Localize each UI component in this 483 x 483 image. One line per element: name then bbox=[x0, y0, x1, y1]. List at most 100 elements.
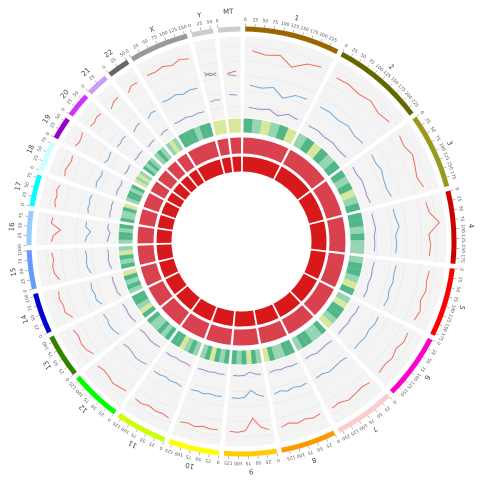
track-guide bbox=[81, 281, 93, 313]
heatmap-cell bbox=[223, 349, 231, 364]
tick-label: 25 bbox=[58, 367, 66, 375]
heatmap-cell bbox=[123, 272, 139, 281]
tick-label: 100 bbox=[459, 224, 465, 233]
track-line bbox=[147, 110, 156, 119]
tick-mark bbox=[351, 53, 353, 57]
tick-mark bbox=[50, 135, 54, 138]
track-line bbox=[413, 270, 430, 321]
red-ring-outer bbox=[281, 305, 314, 335]
tick-label: 50 bbox=[17, 222, 23, 228]
red-ring-inner bbox=[273, 292, 301, 318]
heatmap-cell bbox=[170, 330, 183, 345]
chromosome-band bbox=[281, 430, 336, 453]
red-ring-outer bbox=[137, 245, 156, 265]
tick-mark bbox=[326, 438, 328, 442]
tick-label: 0 bbox=[80, 83, 86, 89]
tick-label: 125 bbox=[224, 459, 233, 466]
heatmap-cell bbox=[236, 350, 242, 365]
heatmap-cell bbox=[251, 119, 263, 135]
tick-label: 150 bbox=[399, 387, 409, 397]
track-line bbox=[50, 217, 62, 242]
heatmap-cell bbox=[125, 197, 140, 206]
tick-label: 50 bbox=[141, 38, 149, 46]
tick-label: 225 bbox=[328, 35, 338, 44]
tick-label: 100 bbox=[120, 425, 131, 435]
tick-mark bbox=[382, 403, 385, 407]
track-line bbox=[87, 194, 93, 214]
tick-mark bbox=[40, 324, 44, 326]
track-guide bbox=[48, 180, 57, 209]
track-line bbox=[392, 208, 400, 254]
track-line bbox=[54, 184, 61, 208]
tick-mark bbox=[58, 359, 62, 362]
heatmap-cell bbox=[183, 337, 194, 353]
heatmap-cell bbox=[192, 341, 203, 357]
heatmap-cell bbox=[131, 290, 147, 302]
tick-mark bbox=[382, 76, 385, 80]
track-guide bbox=[70, 128, 83, 147]
heatmap-cell bbox=[118, 249, 134, 256]
tick-mark bbox=[28, 195, 32, 197]
tick-mark bbox=[367, 415, 370, 419]
track-line bbox=[204, 72, 217, 77]
chromosome-band bbox=[53, 117, 70, 140]
chromosome-band bbox=[117, 413, 166, 442]
heatmap-cell bbox=[304, 327, 318, 342]
track-line bbox=[229, 93, 237, 96]
chromosome-label: 6 bbox=[422, 373, 431, 382]
tick-mark bbox=[106, 70, 109, 73]
heatmap-cell bbox=[118, 239, 133, 244]
heatmap-cell bbox=[345, 267, 362, 277]
track-background bbox=[136, 43, 210, 136]
track-guide bbox=[139, 101, 154, 112]
tick-label: 75 bbox=[41, 136, 49, 144]
tick-label: 150 bbox=[178, 24, 188, 32]
tick-label: 125 bbox=[442, 151, 451, 161]
tick-label: 125 bbox=[445, 313, 454, 323]
tick-mark bbox=[375, 409, 378, 413]
chromosome-band bbox=[168, 438, 220, 456]
tick-mark bbox=[48, 342, 52, 345]
tick-label: 125 bbox=[286, 454, 296, 462]
tick-label: 100 bbox=[158, 30, 168, 39]
tick-mark bbox=[302, 32, 304, 36]
red-ring-outer bbox=[167, 161, 186, 180]
tick-label: 50 bbox=[429, 126, 437, 134]
track-guide bbox=[85, 164, 96, 187]
tick-mark bbox=[85, 88, 89, 92]
track-guide bbox=[120, 138, 133, 153]
red-ring-inner bbox=[197, 159, 224, 182]
heatmap-cell bbox=[204, 122, 214, 138]
tick-label: 50 bbox=[52, 359, 60, 367]
heatmap-cell bbox=[144, 162, 158, 175]
tick-mark bbox=[64, 367, 68, 370]
heatmap-cell bbox=[118, 235, 133, 240]
heatmap-cell bbox=[350, 233, 365, 241]
track-guide bbox=[66, 285, 79, 319]
track-line bbox=[174, 111, 205, 125]
chromosome-label: 8 bbox=[311, 455, 318, 464]
heatmap-cell bbox=[119, 257, 135, 265]
red-ring-outer bbox=[258, 320, 287, 344]
red-ring-outer bbox=[217, 138, 230, 156]
heatmap-cell bbox=[243, 118, 253, 133]
track-line bbox=[111, 276, 122, 297]
heatmap-cell bbox=[212, 120, 220, 136]
tick-label: 50 bbox=[255, 459, 261, 465]
tick-label: 25 bbox=[196, 20, 203, 27]
track-guide bbox=[148, 114, 162, 124]
tick-mark bbox=[311, 35, 314, 39]
heatmap-cell bbox=[342, 195, 359, 208]
chromosome-label: X bbox=[148, 25, 156, 34]
tick-mark bbox=[289, 450, 291, 455]
track-background bbox=[114, 68, 176, 145]
heatmap-cell bbox=[120, 261, 136, 269]
chromosome-label: 12 bbox=[77, 403, 89, 415]
red-ring-inner bbox=[304, 250, 326, 279]
tick-label: 50 bbox=[359, 52, 367, 60]
tick-mark bbox=[55, 126, 59, 129]
track-line bbox=[229, 417, 270, 433]
track-line bbox=[102, 313, 120, 335]
tick-label: 0 bbox=[276, 457, 280, 463]
